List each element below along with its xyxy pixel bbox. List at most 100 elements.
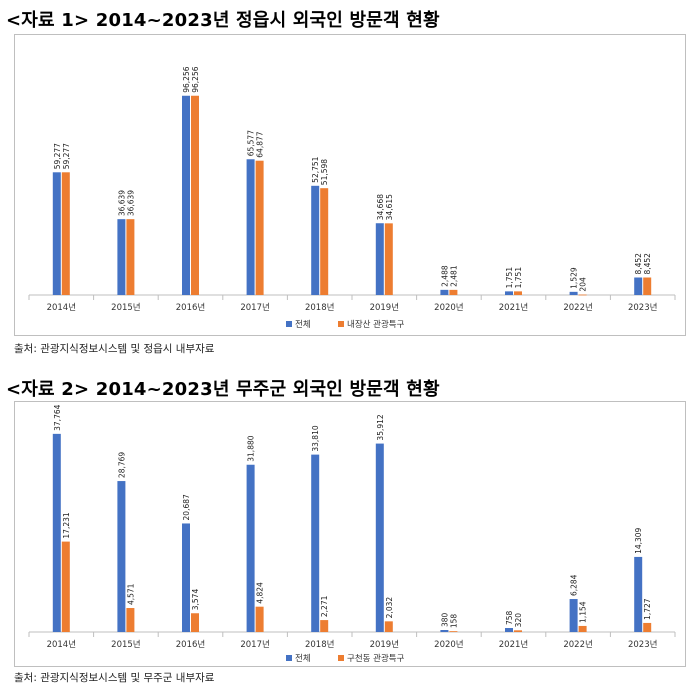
data-label: 96,256 bbox=[191, 66, 200, 92]
x-tick-label: 2019년 bbox=[370, 639, 399, 650]
bar-zone-2022년 bbox=[578, 625, 587, 632]
bar-zone-2015년 bbox=[126, 608, 135, 632]
bar-total-2018년 bbox=[311, 185, 320, 295]
bar-total-2014년 bbox=[52, 172, 61, 295]
data-label: 59,277 bbox=[53, 143, 62, 169]
bar-zone-2020년 bbox=[449, 631, 458, 632]
bar-zone-2017년 bbox=[255, 160, 264, 295]
data-label: 4,824 bbox=[256, 582, 265, 604]
data-label: 36,639 bbox=[126, 190, 135, 216]
bar-zone-2019년 bbox=[384, 621, 393, 632]
data-label: 96,256 bbox=[182, 66, 191, 92]
x-tick-label: 2021년 bbox=[499, 302, 528, 313]
x-tick-label: 2022년 bbox=[563, 302, 592, 313]
chart1-source: 출처: 관광지식정보시스템 및 정읍시 내부자료 bbox=[14, 343, 215, 355]
legend-swatch-2 bbox=[338, 655, 344, 661]
x-tick-label: 2015년 bbox=[111, 302, 140, 313]
data-label: 320 bbox=[514, 613, 523, 628]
chart2-svg: 2014년 37,764 17,231 2015년 28,769 4,571 2016년 20… bbox=[28, 404, 676, 664]
bar-zone-2022년 bbox=[578, 294, 587, 296]
data-label: 6,284 bbox=[570, 574, 579, 596]
bar-zone-2023년 bbox=[643, 622, 652, 632]
x-tick-label: 2022년 bbox=[563, 639, 592, 650]
bar-total-2022년 bbox=[569, 599, 578, 632]
bar-zone-2019년 bbox=[384, 223, 393, 295]
bar-total-2020년 bbox=[440, 289, 449, 295]
bar-total-2023년 bbox=[634, 277, 643, 295]
bar-total-2019년 bbox=[375, 443, 384, 632]
data-label: 2,481 bbox=[449, 265, 458, 287]
bar-total-2016년 bbox=[182, 95, 190, 295]
x-tick-label: 2020년 bbox=[434, 639, 463, 650]
data-label: 59,277 bbox=[62, 143, 71, 169]
data-label: 64,877 bbox=[256, 131, 265, 157]
bar-total-2019년 bbox=[375, 223, 384, 295]
data-label: 1,727 bbox=[643, 598, 652, 620]
x-tick-label: 2021년 bbox=[499, 639, 528, 650]
data-label: 158 bbox=[449, 614, 458, 629]
chart1-title: <자료 1> 2014~2023년 정읍시 외국인 방문객 현황 bbox=[6, 10, 440, 31]
data-label: 2,488 bbox=[440, 265, 449, 287]
bar-zone-2021년 bbox=[514, 630, 522, 632]
bar-total-2016년 bbox=[182, 523, 190, 632]
x-tick-label: 2015년 bbox=[111, 639, 140, 650]
x-tick-label: 2014년 bbox=[47, 639, 76, 650]
bar-zone-2014년 bbox=[61, 172, 70, 295]
data-label: 4,571 bbox=[126, 583, 135, 605]
data-label: 36,639 bbox=[117, 190, 126, 216]
x-tick-label: 2017년 bbox=[240, 302, 269, 313]
legend-label-2: 내장산 관광특구 bbox=[347, 319, 405, 330]
bar-zone-2017년 bbox=[255, 606, 264, 632]
bar-zone-2020년 bbox=[449, 289, 458, 295]
bar-total-2018년 bbox=[311, 454, 320, 632]
data-label: 1,751 bbox=[514, 267, 523, 289]
data-label: 380 bbox=[440, 612, 449, 627]
bar-zone-2021년 bbox=[514, 291, 522, 295]
data-label: 14,309 bbox=[634, 527, 643, 553]
data-label: 17,231 bbox=[62, 512, 71, 538]
bar-total-2021년 bbox=[505, 291, 513, 295]
bar-zone-2015년 bbox=[126, 219, 135, 295]
data-label: 2,271 bbox=[320, 595, 329, 617]
data-label: 65,577 bbox=[247, 130, 256, 156]
bar-total-2021년 bbox=[505, 628, 513, 632]
bar-total-2023년 bbox=[634, 556, 643, 632]
bar-total-2014년 bbox=[52, 433, 61, 632]
x-tick-label: 2017년 bbox=[240, 639, 269, 650]
legend-swatch-1 bbox=[286, 321, 292, 327]
data-label: 51,598 bbox=[320, 159, 329, 185]
data-label: 8,452 bbox=[634, 253, 643, 275]
bar-total-2017년 bbox=[246, 159, 255, 295]
bar-zone-2016년 bbox=[191, 95, 199, 295]
data-label: 28,769 bbox=[117, 452, 126, 478]
legend-swatch-1 bbox=[286, 655, 292, 661]
x-tick-label: 2018년 bbox=[305, 302, 334, 313]
legend-swatch-2 bbox=[338, 321, 344, 327]
chart1-svg: 2014년 59,277 59,277 2015년 36,639 36,639 2016년 9… bbox=[28, 66, 676, 330]
data-label: 33,810 bbox=[311, 425, 320, 451]
x-tick-label: 2023년 bbox=[628, 302, 657, 313]
chart2-source: 출처: 관광지식정보시스템 및 무주군 내부자료 bbox=[14, 672, 215, 684]
bar-total-2015년 bbox=[117, 219, 126, 295]
data-label: 8,452 bbox=[643, 253, 652, 275]
chart1-frame: 2014년 59,277 59,277 2015년 36,639 36,639 2016년 9… bbox=[14, 34, 686, 336]
bar-zone-2016년 bbox=[191, 613, 199, 632]
data-label: 1,529 bbox=[570, 267, 579, 289]
data-label: 35,912 bbox=[376, 414, 385, 440]
legend-label-2: 구천동 관광특구 bbox=[347, 653, 405, 664]
data-label: 3,574 bbox=[191, 589, 200, 611]
x-tick-label: 2023년 bbox=[628, 639, 657, 650]
x-tick-label: 2016년 bbox=[176, 302, 205, 313]
bar-total-2022년 bbox=[569, 291, 578, 295]
legend-label-1: 전체 bbox=[295, 319, 311, 330]
data-label: 34,668 bbox=[376, 194, 385, 220]
data-label: 2,032 bbox=[385, 597, 394, 619]
data-label: 31,880 bbox=[247, 435, 256, 461]
data-label: 1,751 bbox=[505, 267, 514, 289]
chart2-frame: 2014년 37,764 17,231 2015년 28,769 4,571 2016년 20… bbox=[14, 401, 686, 667]
bar-zone-2023년 bbox=[643, 277, 652, 295]
data-label: 204 bbox=[579, 277, 588, 292]
x-tick-label: 2016년 bbox=[176, 639, 205, 650]
x-tick-label: 2018년 bbox=[305, 639, 334, 650]
bar-zone-2018년 bbox=[320, 188, 329, 295]
